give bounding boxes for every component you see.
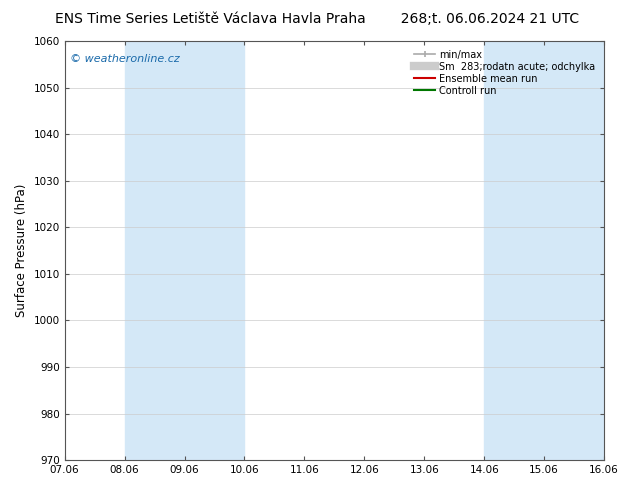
Bar	[125, 41, 184, 460]
Legend: min/max, Sm  283;rodatn acute; odchylka, Ensemble mean run, Controll run: min/max, Sm 283;rodatn acute; odchylka, …	[410, 46, 599, 99]
Bar	[184, 41, 245, 460]
Bar	[604, 41, 634, 460]
Text: © weatheronline.cz: © weatheronline.cz	[70, 53, 180, 64]
Y-axis label: Surface Pressure (hPa): Surface Pressure (hPa)	[15, 184, 28, 318]
Text: ENS Time Series Letiště Václava Havla Praha        268;t. 06.06.2024 21 UTC: ENS Time Series Letiště Václava Havla Pr…	[55, 12, 579, 26]
Bar	[484, 41, 544, 460]
Bar	[544, 41, 604, 460]
